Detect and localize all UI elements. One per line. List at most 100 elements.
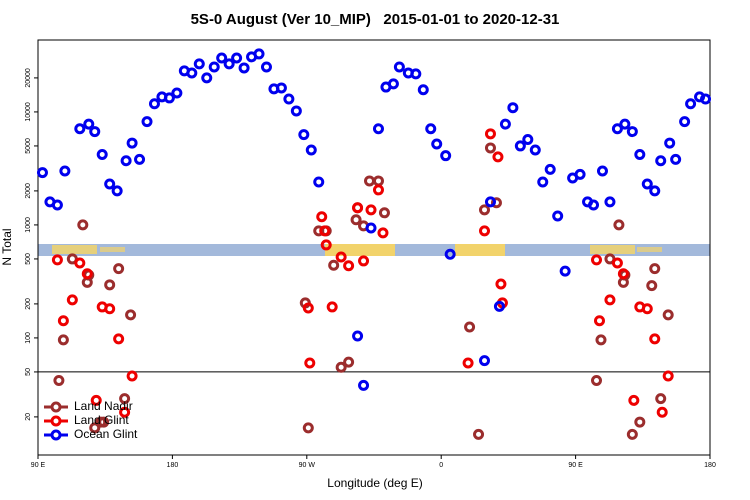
point	[358, 379, 370, 391]
point	[113, 333, 125, 345]
y-tick-label: 200	[25, 298, 32, 310]
point	[372, 175, 384, 187]
point	[646, 280, 658, 292]
point	[634, 148, 646, 160]
y-tick-label: 500	[25, 253, 32, 265]
legend-marker	[50, 429, 62, 441]
point	[74, 257, 86, 269]
point	[662, 309, 674, 321]
point	[120, 155, 132, 167]
point	[604, 196, 616, 208]
point	[319, 225, 331, 237]
y-tick-label: 50	[25, 368, 32, 376]
point	[484, 142, 496, 154]
y-tick-label: 20000	[25, 68, 32, 88]
point	[377, 227, 389, 239]
point	[700, 93, 712, 105]
point	[96, 148, 108, 160]
point	[544, 163, 556, 175]
point	[410, 68, 422, 80]
point	[537, 176, 549, 188]
point	[77, 219, 89, 231]
point	[298, 129, 310, 141]
point	[313, 176, 325, 188]
point	[335, 251, 347, 263]
point	[223, 58, 235, 70]
point	[626, 428, 638, 440]
point	[320, 239, 332, 251]
point	[193, 58, 205, 70]
point	[113, 263, 125, 275]
point	[499, 118, 511, 130]
legend-label: Ocean Glint	[74, 427, 138, 441]
point	[119, 393, 131, 405]
x-tick-label: 0	[439, 462, 443, 469]
x-tick-label: 180	[704, 462, 716, 469]
point	[186, 67, 198, 79]
point	[626, 126, 638, 138]
point	[216, 52, 228, 64]
point	[634, 416, 646, 428]
point	[444, 248, 456, 260]
point	[316, 211, 328, 223]
point	[372, 123, 384, 135]
point	[104, 178, 116, 190]
point	[350, 214, 362, 226]
point	[372, 184, 384, 196]
point	[649, 185, 661, 197]
y-tick-label: 20	[25, 413, 32, 421]
point	[66, 294, 78, 306]
point	[574, 168, 586, 180]
point	[462, 357, 474, 369]
point	[655, 393, 667, 405]
point	[36, 167, 48, 179]
y-tick-label: 5000	[25, 138, 32, 154]
point	[490, 197, 502, 209]
point	[283, 93, 295, 105]
point	[104, 279, 116, 291]
point	[679, 116, 691, 128]
point	[591, 374, 603, 386]
x-tick-label: 180	[167, 462, 179, 469]
point	[343, 356, 355, 368]
point	[326, 301, 338, 313]
point	[335, 361, 347, 373]
point	[670, 153, 682, 165]
point	[358, 255, 370, 267]
point	[302, 302, 314, 314]
point	[611, 123, 623, 135]
point	[352, 330, 364, 342]
point	[493, 300, 505, 312]
point	[685, 98, 697, 110]
point	[378, 207, 390, 219]
point	[74, 123, 86, 135]
point	[141, 116, 153, 128]
point	[89, 126, 101, 138]
point	[514, 140, 526, 152]
point	[507, 102, 519, 114]
point	[81, 268, 93, 280]
point	[328, 259, 340, 271]
point	[305, 144, 317, 156]
point	[529, 144, 541, 156]
y-tick-label: 10000	[25, 102, 32, 122]
y-tick-label: 2000	[25, 183, 32, 199]
point	[591, 254, 603, 266]
point	[431, 138, 443, 150]
point	[656, 406, 668, 418]
point	[613, 219, 625, 231]
point	[619, 118, 631, 130]
point	[57, 315, 69, 327]
point	[479, 204, 491, 216]
point	[163, 92, 175, 104]
point	[89, 422, 101, 434]
point	[304, 357, 316, 369]
x-tick-label: 90 E	[31, 462, 46, 469]
point	[596, 165, 608, 177]
point	[559, 265, 571, 277]
point	[479, 225, 491, 237]
point	[365, 204, 377, 216]
point	[604, 294, 616, 306]
point	[134, 153, 146, 165]
point	[119, 406, 131, 418]
